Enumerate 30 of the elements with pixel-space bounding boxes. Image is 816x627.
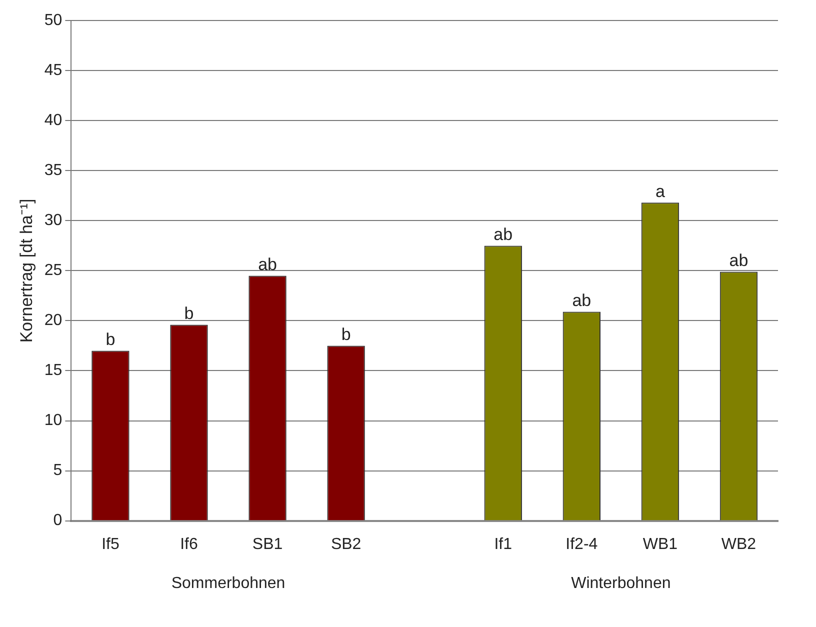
x-tick-label: If2-4 [566,536,598,553]
y-tick-label: 35 [44,162,62,180]
y-tick-label: 10 [44,412,62,430]
y-tick-label: 45 [44,62,62,80]
y-tick-label: 25 [44,262,62,280]
x-tick-label: If1 [494,536,512,553]
y-tick-label: 5 [53,462,62,480]
y-tick-label: 20 [44,312,62,330]
y-tick-label: 40 [44,112,62,130]
y-tick-label: 0 [53,512,62,530]
y-tick-label: 15 [44,362,62,380]
x-tick-label: If5 [102,536,120,553]
data-label: a [655,182,666,201]
data-label: b [341,324,351,344]
y-tick-label: 50 [44,12,62,30]
data-label: ab [729,250,748,270]
y-axis-title: Kornertrag [dt ha⁻¹] [16,198,36,343]
x-tick-label: If6 [180,536,198,553]
x-tick-label: WB1 [642,536,678,553]
x-tick-label: WB2 [721,536,756,553]
data-label: ab [494,224,513,244]
data-label: ab [572,290,592,310]
text: Winterbohnen [571,575,671,592]
x-tick-label: SB2 [330,536,362,553]
y-tick-label: 30 [44,212,62,230]
data-label: b [106,330,116,349]
data-label: ab [258,254,277,274]
x-tick-label: SB1 [252,536,283,553]
text: Sommerbohnen [171,575,286,592]
data-label: b [184,304,194,323]
